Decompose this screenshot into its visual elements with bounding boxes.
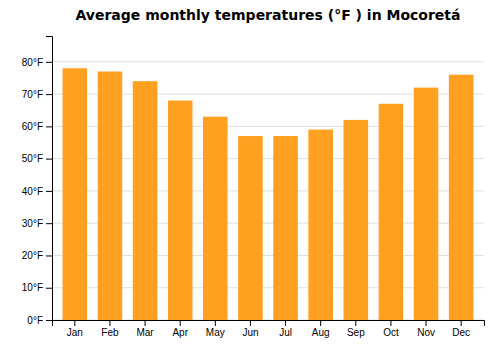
y-axis-line	[46, 37, 53, 321]
x-tick-mark	[74, 320, 75, 326]
x-tick-mark	[320, 320, 321, 326]
y-tick-mark	[46, 288, 52, 289]
y-axis: 0°F 10°F 20°F 30°F 40°F 50°F 60°F 70°F 80°F	[22, 37, 53, 326]
y-tick-label: 60°F	[22, 121, 43, 132]
x-tick-mark	[180, 320, 181, 326]
y-tick-label: 0°F	[27, 315, 43, 326]
y-tick-label: 20°F	[22, 250, 43, 261]
x-axis-line	[53, 321, 485, 327]
bar	[273, 136, 298, 320]
y-tick: 50°F	[22, 153, 52, 164]
x-tick-label: Jul	[279, 327, 292, 338]
x-tick: Jul	[279, 320, 292, 338]
y-tick-mark	[46, 223, 52, 224]
bar	[344, 120, 369, 320]
x-tick: Dec	[452, 320, 470, 338]
y-tick-label: 50°F	[22, 153, 43, 164]
y-tick: 80°F	[22, 57, 52, 68]
x-tick-label: Feb	[101, 327, 119, 338]
bar	[238, 136, 263, 320]
bar	[308, 130, 333, 320]
y-tick-mark	[46, 320, 52, 321]
y-tick: 60°F	[22, 121, 52, 132]
y-tick-label: 70°F	[22, 89, 43, 100]
plot: 0°F 10°F 20°F 30°F 40°F 50°F 60°F 70°F 80°F Jan Fe…	[22, 37, 485, 339]
x-tick: Nov	[417, 320, 435, 338]
x-tick: Apr	[172, 320, 188, 338]
title: Average monthly temperatures (°F ) in Mo…	[76, 7, 461, 23]
x-tick-mark	[215, 320, 216, 326]
bars	[63, 68, 474, 320]
bar	[379, 104, 404, 320]
y-tick-label: 30°F	[22, 218, 43, 229]
x-tick: Oct	[383, 320, 399, 338]
x-tick-label: Jun	[242, 327, 258, 338]
x-tick-mark	[250, 320, 251, 326]
y-tick-mark	[46, 126, 52, 127]
x-tick: Mar	[136, 320, 154, 338]
x-tick: Jun	[242, 320, 258, 338]
x-tick-mark	[461, 320, 462, 326]
x-tick: Aug	[312, 320, 330, 338]
y-tick: 70°F	[22, 89, 52, 100]
y-tick-mark	[46, 191, 52, 192]
x-tick-label: Nov	[417, 327, 435, 338]
y-tick-label: 80°F	[22, 57, 43, 68]
y-tick-mark	[46, 94, 52, 95]
y-tick-mark	[46, 62, 52, 63]
bar	[449, 75, 474, 320]
x-tick: May	[206, 320, 225, 338]
x-tick: Sep	[347, 320, 365, 338]
bar	[168, 101, 193, 320]
x-tick-label: Apr	[172, 327, 188, 338]
x-tick-mark	[355, 320, 356, 326]
x-tick: Jan	[67, 320, 83, 338]
x-tick-mark	[426, 320, 427, 326]
grid	[52, 62, 484, 320]
x-tick-label: May	[206, 327, 225, 338]
y-tick-mark	[46, 159, 52, 160]
y-tick: 0°F	[27, 315, 52, 326]
x-axis: Jan Feb Mar Apr May Jun Jul Aug Sep Oct Nov Dec	[53, 320, 485, 338]
x-tick-label: Sep	[347, 327, 365, 338]
y-tick-label: 10°F	[22, 282, 43, 293]
x-tick-mark	[145, 320, 146, 326]
y-tick: 30°F	[22, 218, 52, 229]
x-tick-mark	[390, 320, 391, 326]
y-tick: 20°F	[22, 250, 52, 261]
bar	[203, 117, 228, 320]
grid-line	[52, 61, 484, 62]
x-tick-mark	[285, 320, 286, 326]
x-tick-mark	[109, 320, 110, 326]
chart: 0°F 10°F 20°F 30°F 40°F 50°F 60°F 70°F 80°F Jan Fe…	[0, 0, 500, 350]
bar	[98, 72, 123, 321]
y-tick-mark	[46, 255, 52, 256]
x-tick-label: Oct	[383, 327, 399, 338]
x-tick-label: Jan	[67, 327, 83, 338]
y-tick: 40°F	[22, 186, 52, 197]
y-tick: 10°F	[22, 282, 52, 293]
bar	[63, 68, 88, 320]
x-tick-label: Dec	[452, 327, 470, 338]
x-tick-label: Mar	[136, 327, 154, 338]
x-tick-label: Aug	[312, 327, 330, 338]
y-tick-label: 40°F	[22, 186, 43, 197]
bar	[133, 81, 158, 320]
x-tick: Feb	[101, 320, 119, 338]
bar	[414, 88, 439, 320]
